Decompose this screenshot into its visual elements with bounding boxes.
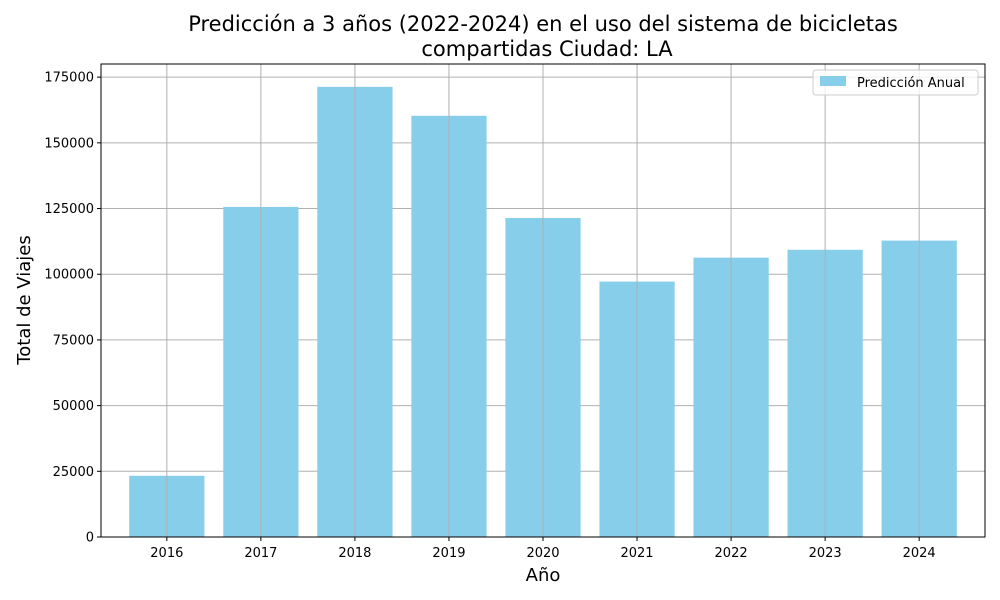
y-tick-label: 50000 — [53, 399, 94, 414]
y-tick-label: 125000 — [44, 202, 94, 217]
x-tick-label: 2022 — [715, 546, 748, 561]
x-axis-label: Año — [526, 565, 561, 586]
x-grid-lines — [166, 64, 920, 537]
y-tick-label: 100000 — [44, 268, 94, 283]
x-tick-label: 2017 — [244, 546, 277, 561]
x-tick-label: 2020 — [526, 546, 559, 561]
legend-box — [812, 69, 979, 96]
chart-title-line-2: compartidas Ciudad: LA — [421, 37, 673, 61]
x-axis-ticks: 2016 2017 2018 2019 2020 2021 2022 2023 2024 — [150, 537, 936, 561]
y-tick-label: 25000 — [53, 465, 94, 480]
x-tick-label: 2016 — [150, 546, 183, 561]
x-tick-label: 2018 — [338, 546, 371, 561]
x-tick-label: 2023 — [809, 546, 842, 561]
legend-label: Predicción Anual — [857, 76, 965, 91]
y-tick-label: 75000 — [53, 333, 94, 348]
y-tick-label: 150000 — [44, 136, 94, 151]
y-tick-label: 175000 — [44, 71, 94, 86]
y-tick-label: 0 — [86, 531, 94, 546]
legend: Predicción Anual — [812, 69, 979, 96]
legend-swatch — [820, 76, 846, 86]
x-tick-label: 2019 — [432, 546, 465, 561]
y-axis-ticks: 0 25000 50000 75000 100000 125000 150000 175000 — [44, 71, 101, 546]
chart-title-line-1: Predicción a 3 años (2022-2024) en el us… — [188, 12, 898, 36]
y-axis-label: Total de Viajes — [14, 235, 35, 365]
x-tick-label: 2021 — [620, 546, 653, 561]
x-tick-label: 2024 — [903, 546, 936, 561]
